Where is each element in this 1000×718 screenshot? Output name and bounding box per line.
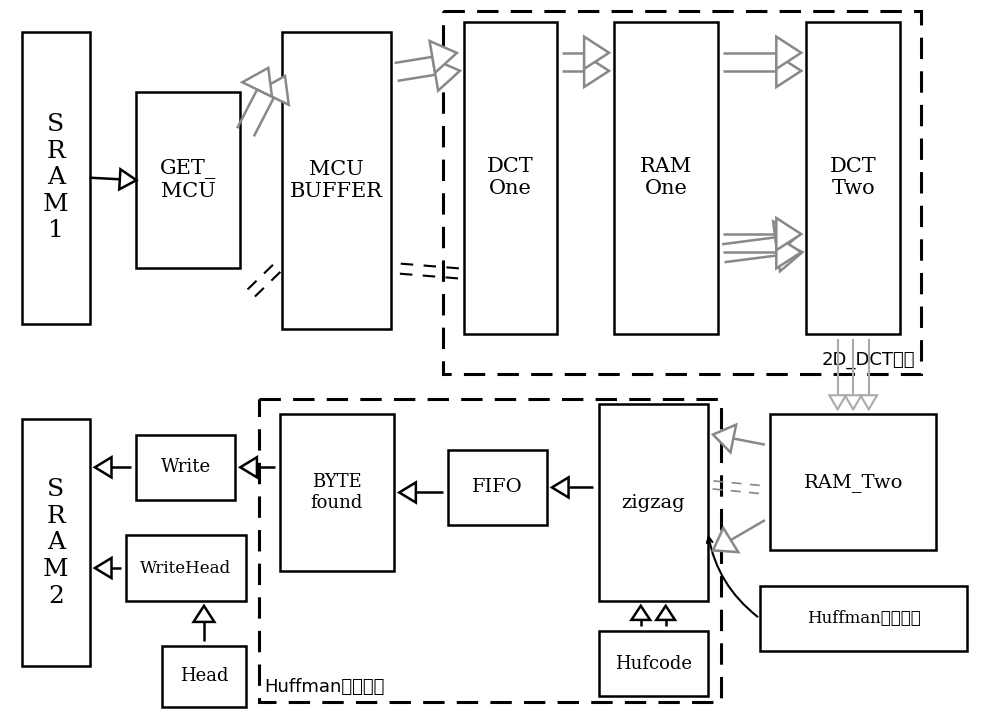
Bar bbox=[22, 32, 90, 324]
Bar bbox=[162, 646, 246, 707]
Text: S
R
A
M
1: S R A M 1 bbox=[43, 113, 69, 243]
Text: WriteHead: WriteHead bbox=[140, 559, 231, 577]
Bar bbox=[614, 22, 718, 334]
Polygon shape bbox=[776, 236, 801, 269]
Text: Huffman控制模块: Huffman控制模块 bbox=[807, 610, 920, 627]
Text: Write: Write bbox=[161, 458, 211, 476]
Bar bbox=[280, 414, 394, 571]
Polygon shape bbox=[713, 528, 738, 552]
Polygon shape bbox=[242, 67, 272, 97]
Polygon shape bbox=[656, 606, 675, 620]
Polygon shape bbox=[95, 457, 111, 477]
Text: S
R
A
M
2: S R A M 2 bbox=[43, 478, 69, 607]
Bar bbox=[126, 536, 246, 601]
Polygon shape bbox=[829, 396, 846, 409]
Polygon shape bbox=[776, 55, 801, 87]
Polygon shape bbox=[430, 41, 457, 73]
Polygon shape bbox=[552, 477, 569, 498]
Polygon shape bbox=[845, 396, 861, 409]
Polygon shape bbox=[584, 37, 609, 69]
Bar bbox=[136, 92, 240, 269]
Polygon shape bbox=[776, 218, 801, 250]
Polygon shape bbox=[773, 221, 800, 253]
Bar bbox=[599, 631, 708, 696]
Polygon shape bbox=[584, 55, 609, 87]
Polygon shape bbox=[776, 37, 801, 69]
Polygon shape bbox=[95, 558, 111, 578]
Polygon shape bbox=[194, 606, 214, 622]
Polygon shape bbox=[713, 424, 736, 452]
Bar bbox=[760, 586, 967, 651]
Polygon shape bbox=[240, 457, 257, 477]
Bar bbox=[806, 22, 900, 334]
Text: GET_
MCU: GET_ MCU bbox=[160, 159, 217, 201]
Bar bbox=[443, 11, 921, 374]
Bar bbox=[136, 434, 235, 500]
Text: RAM_Two: RAM_Two bbox=[803, 473, 903, 492]
Bar bbox=[448, 449, 547, 525]
Text: Hufcode: Hufcode bbox=[615, 655, 692, 673]
Bar bbox=[259, 399, 721, 701]
Text: zigzag: zigzag bbox=[621, 493, 685, 511]
Text: MCU
BUFFER: MCU BUFFER bbox=[290, 159, 383, 201]
Text: DCT
One: DCT One bbox=[487, 157, 534, 198]
Text: DCT
Two: DCT Two bbox=[830, 157, 877, 198]
Polygon shape bbox=[119, 169, 136, 190]
Polygon shape bbox=[860, 396, 877, 409]
Text: Huffman编码模块: Huffman编码模块 bbox=[264, 679, 385, 696]
Text: Head: Head bbox=[180, 667, 228, 685]
Polygon shape bbox=[776, 239, 802, 271]
Bar bbox=[599, 404, 708, 601]
Text: 2D_DCT模块: 2D_DCT模块 bbox=[822, 351, 916, 369]
Bar bbox=[770, 414, 936, 551]
Polygon shape bbox=[433, 59, 460, 90]
Text: RAM
One: RAM One bbox=[640, 157, 692, 198]
Polygon shape bbox=[399, 482, 416, 503]
Bar bbox=[22, 419, 90, 666]
Text: FIFO: FIFO bbox=[472, 478, 523, 496]
Bar bbox=[464, 22, 557, 334]
Text: BYTE
found: BYTE found bbox=[311, 473, 363, 512]
Polygon shape bbox=[259, 76, 289, 105]
Polygon shape bbox=[631, 606, 650, 620]
Bar bbox=[282, 32, 391, 329]
